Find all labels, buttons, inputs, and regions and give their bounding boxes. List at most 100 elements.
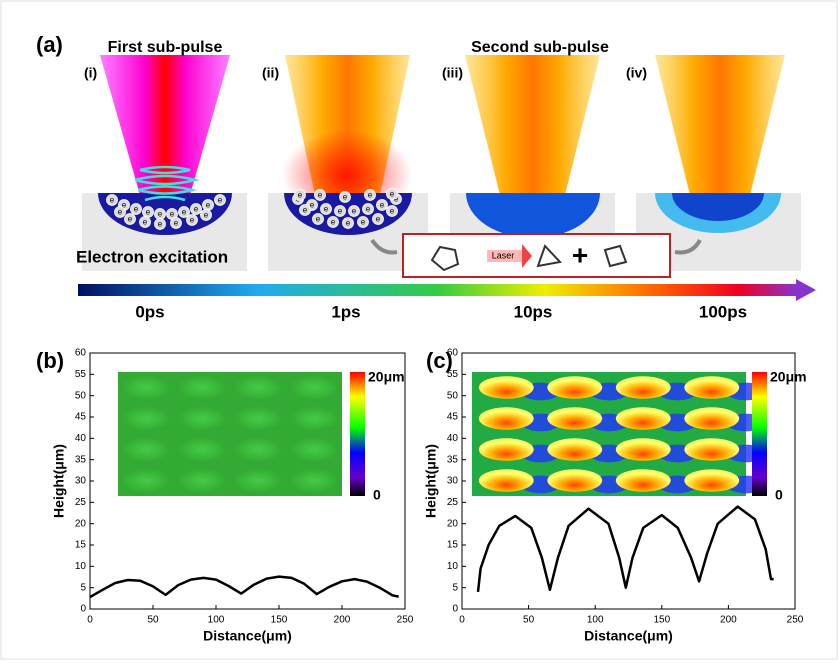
y-tick-label: 30 xyxy=(75,476,87,487)
inset-bump xyxy=(177,468,227,493)
y-tick-label: 0 xyxy=(452,604,458,615)
inset-bump xyxy=(547,469,602,492)
electron-symbol: e xyxy=(346,219,351,228)
electron-symbol: e xyxy=(316,215,321,224)
electron-symbol: e xyxy=(134,205,139,214)
inset-bump xyxy=(616,438,671,461)
electron-symbol: e xyxy=(128,215,133,224)
electron-symbol: e xyxy=(190,216,195,225)
inset-bump xyxy=(177,406,227,431)
inset-bump xyxy=(616,376,671,399)
x-tick-label: 50 xyxy=(147,615,159,626)
inset-bump xyxy=(177,375,227,400)
inset-bump xyxy=(616,469,671,492)
heading: First sub-pulse xyxy=(108,39,223,56)
timeline xyxy=(78,284,796,296)
inset-bump xyxy=(479,376,534,399)
electron-symbol: e xyxy=(110,196,115,205)
x-tick-label: 150 xyxy=(653,615,670,626)
electron-symbol: e xyxy=(303,206,308,215)
inset-bump xyxy=(121,468,171,493)
inset-bump xyxy=(616,407,671,430)
y-tick-label: 35 xyxy=(447,454,459,465)
x-tick-label: 150 xyxy=(271,615,288,626)
inset-bump xyxy=(177,437,227,462)
y-tick-label: 40 xyxy=(75,433,87,444)
x-tick-label: 100 xyxy=(587,615,604,626)
x-tick-label: 50 xyxy=(523,615,535,626)
y-tick-label: 25 xyxy=(75,497,87,508)
inset-bump xyxy=(684,469,739,492)
page: {"panel_a": {"label": "(a)", "first": "F… xyxy=(0,0,838,665)
y-axis-label: Height(μm) xyxy=(51,444,67,518)
electron-symbol: e xyxy=(206,201,211,210)
y-tick-label: 20 xyxy=(75,518,87,529)
inset-bump xyxy=(289,406,339,431)
x-tick-label: 200 xyxy=(334,615,351,626)
electron-symbol: e xyxy=(366,205,371,214)
inset-bump xyxy=(479,469,534,492)
x-tick-label: 250 xyxy=(397,615,414,626)
colorbar xyxy=(752,372,767,496)
colorbar-label: 0 xyxy=(373,487,381,503)
x-tick-label: 250 xyxy=(787,615,804,626)
time-label: 1ps xyxy=(331,302,360,321)
electron-symbol: e xyxy=(182,208,187,217)
electron-symbol: e xyxy=(218,196,223,205)
panel-label: (a) xyxy=(36,32,63,57)
y-tick-label: 10 xyxy=(447,561,459,572)
electron-symbol: e xyxy=(352,207,357,216)
y-tick-label: 15 xyxy=(447,540,459,551)
electron-symbol: e xyxy=(158,220,163,229)
y-tick-label: 45 xyxy=(75,412,87,423)
x-tick-label: 100 xyxy=(208,615,225,626)
electron-symbol: e xyxy=(390,190,395,199)
y-tick-label: 60 xyxy=(75,348,87,359)
x-axis-label: Distance(μm) xyxy=(584,628,673,644)
step-label: (ii) xyxy=(262,65,279,81)
x-tick-label: 0 xyxy=(87,615,93,626)
inset-bump xyxy=(233,375,283,400)
y-axis-label: Height(μm) xyxy=(423,444,439,518)
inset-bump xyxy=(121,437,171,462)
colorbar-label: 20μm xyxy=(770,369,807,385)
y-tick-label: 40 xyxy=(447,433,459,444)
step-label: (iv) xyxy=(626,65,647,81)
inset-bump xyxy=(684,438,739,461)
electron-symbol: e xyxy=(204,211,209,220)
electron-symbol: e xyxy=(380,201,385,210)
step-label: (i) xyxy=(84,65,97,81)
x-tick-label: 0 xyxy=(459,615,465,626)
inset-bump xyxy=(684,407,739,430)
inset-bump xyxy=(289,437,339,462)
inset-bump xyxy=(233,437,283,462)
y-tick-label: 45 xyxy=(447,412,459,423)
inset-bump xyxy=(547,438,602,461)
inset-bump xyxy=(479,407,534,430)
electron-symbol: e xyxy=(118,208,123,217)
y-tick-label: 30 xyxy=(447,476,459,487)
plus: + xyxy=(572,239,588,270)
electron-symbol: e xyxy=(338,207,343,216)
inset-bump xyxy=(479,438,534,461)
y-tick-label: 25 xyxy=(447,497,459,508)
time-label: 10ps xyxy=(514,302,553,321)
inset-bump xyxy=(684,376,739,399)
heading: Second sub-pulse xyxy=(471,39,609,56)
y-tick-label: 5 xyxy=(452,582,458,593)
inset-bump xyxy=(233,406,283,431)
colorbar-label: 20μm xyxy=(368,369,405,385)
electron-symbol: e xyxy=(343,193,348,202)
electron-symbol: e xyxy=(361,218,366,227)
y-tick-label: 20 xyxy=(447,518,459,529)
electron-symbol: e xyxy=(143,218,148,227)
y-tick-label: 55 xyxy=(75,369,87,380)
y-tick-label: 35 xyxy=(75,454,87,465)
x-tick-label: 200 xyxy=(720,615,737,626)
x-axis-label: Distance(μm) xyxy=(203,628,292,644)
electron-symbol: e xyxy=(324,205,329,214)
electron-symbol: e xyxy=(298,191,303,200)
figure: eeeeeeeeeeeeeeeeeeeeeeeeeeeeeeeeeeeee La… xyxy=(0,0,838,660)
electron-symbol: e xyxy=(368,191,373,200)
reaction-box xyxy=(403,234,670,277)
